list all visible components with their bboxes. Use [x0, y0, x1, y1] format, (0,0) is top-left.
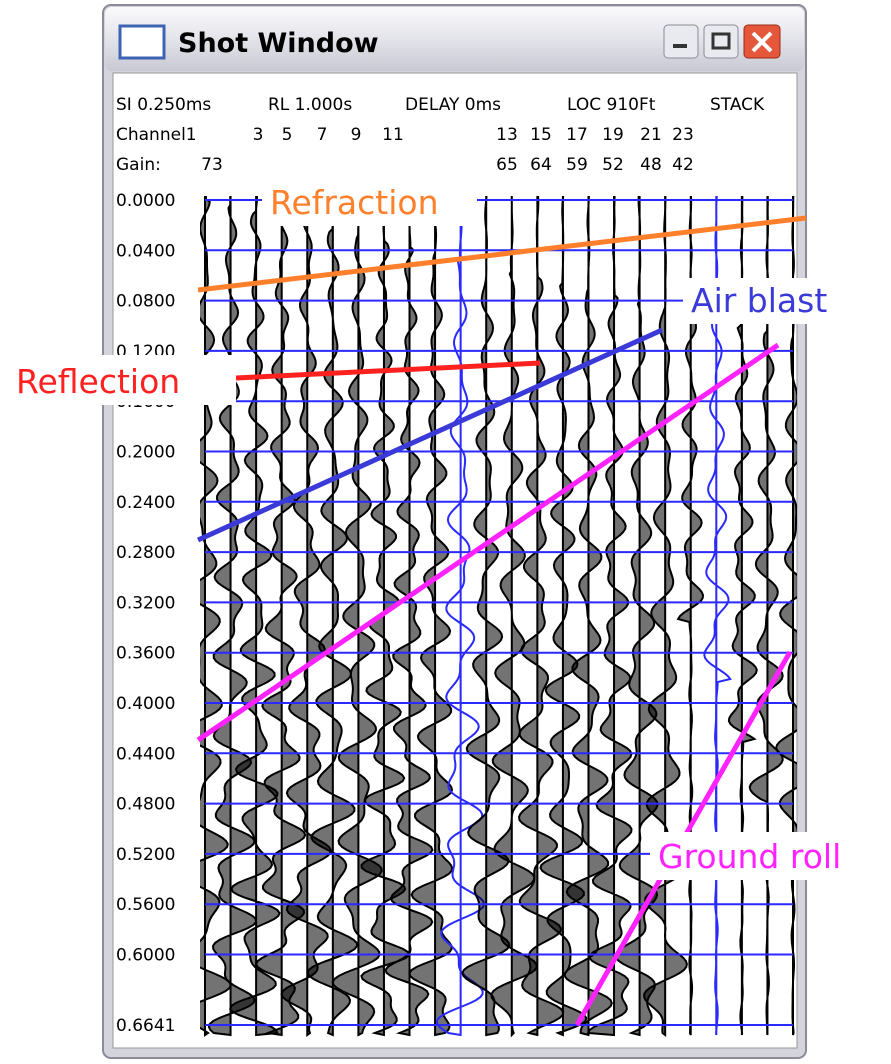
channel-number: 17: [566, 125, 588, 145]
gain-value: 42: [672, 155, 694, 175]
channel-number: 11: [382, 125, 404, 145]
time-label: 0.0800: [116, 292, 175, 312]
channel-number: 21: [640, 125, 662, 145]
channel-number: 5: [282, 125, 293, 145]
channel-label: Channel1: [116, 125, 197, 145]
time-label: 0.4400: [116, 744, 175, 764]
annotation-label: Air blast: [691, 281, 827, 320]
time-label: 0.4000: [116, 694, 175, 714]
minimize-button[interactable]: [664, 25, 698, 58]
annotation-label: Refraction: [270, 183, 439, 222]
header-info: RL 1.000s: [268, 95, 352, 115]
time-label: 0.2000: [116, 443, 175, 463]
screen: Shot Window SI 0.250ms RL 1.000s DELAY 0ms…: [0, 0, 891, 1064]
time-label: 0.2400: [116, 493, 175, 513]
time-label: 0.5200: [116, 845, 175, 865]
time-label: 0.3600: [116, 644, 175, 664]
window-title: Shot Window: [178, 28, 379, 59]
maximize-button[interactable]: [704, 25, 738, 58]
close-button[interactable]: [744, 25, 780, 58]
channel-number: 9: [351, 125, 362, 145]
gain-label: Gain:: [116, 155, 161, 175]
time-label: 0.0000: [116, 191, 175, 211]
time-label: 0.3200: [116, 593, 175, 613]
gain-value: 64: [530, 155, 552, 175]
header-info: STACK: [710, 95, 765, 115]
channel-number: 19: [602, 125, 624, 145]
header-info: SI 0.250ms: [116, 95, 211, 115]
gain-value: 52: [602, 155, 624, 175]
page: {"window": {"title": "Shot Window"}, "he…: [0, 0, 891, 1064]
channel-number: 7: [317, 125, 328, 145]
gain-value: 59: [566, 155, 588, 175]
annotation-label: Reflection: [16, 362, 180, 401]
channel-number: 3: [253, 125, 264, 145]
channel-number: 23: [672, 125, 694, 145]
gain-value: 48: [640, 155, 662, 175]
channel-number: 15: [530, 125, 552, 145]
window-icon: [120, 26, 164, 58]
header-info: LOC 910Ft: [567, 95, 656, 115]
time-label: 0.0400: [116, 241, 175, 261]
header-info: DELAY 0ms: [405, 95, 501, 115]
time-label: 0.4800: [116, 795, 175, 815]
time-label: 0.6641: [116, 1016, 175, 1036]
time-label: 0.2800: [116, 543, 175, 563]
time-label: 0.6000: [116, 946, 175, 966]
gain-value: 73: [201, 155, 223, 175]
channel-number: 13: [496, 125, 518, 145]
time-label: 0.5600: [116, 895, 175, 915]
gain-value: 65: [496, 155, 518, 175]
annotation-label: Ground roll: [658, 837, 841, 876]
